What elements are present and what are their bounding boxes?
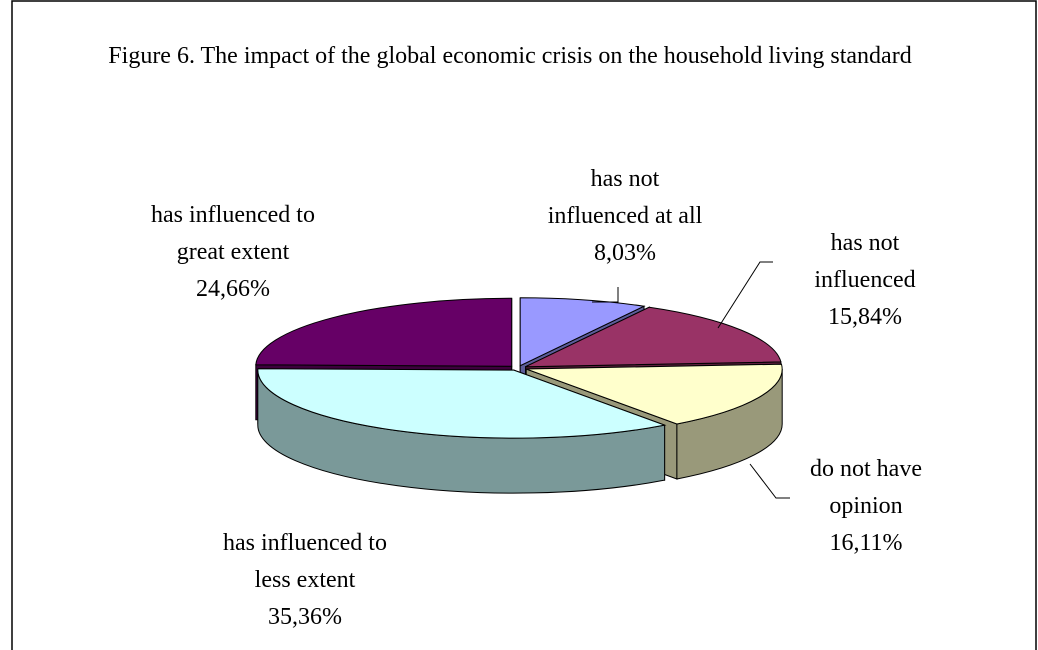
leader-line bbox=[592, 287, 619, 303]
category-label: has not influenced at all bbox=[547, 166, 703, 229]
category-label: do not have opinion bbox=[810, 456, 922, 519]
category-label: has influenced to less extent bbox=[223, 530, 387, 593]
data-label: has not influenced at all 8,03% bbox=[548, 161, 703, 272]
leader-lines bbox=[592, 261, 790, 499]
slice bbox=[526, 363, 783, 425]
value-label: 16,11% bbox=[829, 530, 903, 556]
slice bbox=[255, 297, 513, 367]
data-label: has influenced to less extent 35,36% bbox=[223, 525, 387, 636]
leader-line bbox=[717, 261, 773, 329]
category-label: has not influenced bbox=[814, 230, 916, 293]
value-label: 8,03% bbox=[594, 240, 656, 266]
data-label: do not have opinion 16,11% bbox=[810, 451, 922, 562]
leader-line bbox=[749, 463, 790, 499]
chart-frame bbox=[11, 0, 1037, 650]
slice bbox=[257, 368, 667, 439]
chart-title: Figure 6. The impact of the global econo… bbox=[108, 43, 912, 69]
data-label: has not influenced 15,84% bbox=[814, 225, 915, 336]
value-label: 15,84% bbox=[827, 304, 902, 330]
slice bbox=[525, 306, 782, 368]
slice bbox=[519, 297, 646, 367]
value-label: 24,66% bbox=[195, 276, 270, 302]
value-label: 35,36% bbox=[267, 604, 342, 630]
pie bbox=[255, 297, 783, 494]
category-label: has influenced to great extent bbox=[151, 202, 315, 265]
data-label: has influenced to great extent 24,66% bbox=[151, 197, 315, 308]
